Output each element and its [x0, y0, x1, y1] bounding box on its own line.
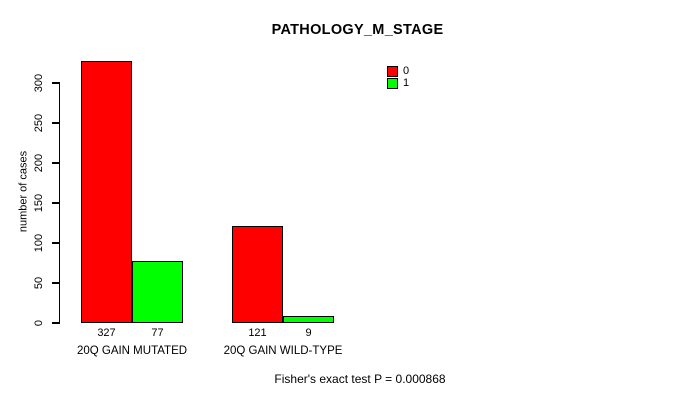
y-tick-mark: [52, 202, 60, 204]
y-tick-label: 250: [33, 113, 45, 133]
legend-item-1: 1: [387, 78, 409, 89]
bar-value-label: 77: [151, 327, 164, 339]
y-tick-label: 100: [33, 233, 45, 253]
category-label: 20Q GAIN MUTATED: [76, 345, 188, 357]
legend-item-0: 0: [387, 66, 409, 77]
chart-title: PATHOLOGY_M_STAGE: [271, 22, 444, 38]
legend-swatch-red: [387, 66, 398, 77]
legend-swatch-green: [387, 78, 398, 89]
bar-value-label: 121: [248, 327, 267, 339]
y-tick-mark: [52, 82, 60, 84]
bar-0-20q-gain-wild-type: [232, 226, 283, 323]
legend-label-0: 0: [403, 65, 410, 77]
y-axis-line: [59, 82, 61, 324]
y-tick-mark: [52, 282, 60, 284]
y-tick-label: 200: [33, 153, 45, 173]
y-tick-label: 50: [33, 276, 45, 290]
y-tick-mark: [52, 242, 60, 244]
legend: 0 1: [387, 66, 409, 90]
bar-1-20q-gain-mutated: [132, 261, 183, 323]
y-tick-label: 150: [33, 193, 45, 213]
bar-1-20q-gain-wild-type: [283, 315, 334, 323]
y-tick-mark: [52, 322, 60, 324]
fisher-test-note: Fisher's exact test P = 0.000868: [274, 372, 446, 386]
category-label: 20Q GAIN WILD-TYPE: [223, 345, 343, 357]
legend-label-1: 1: [403, 77, 410, 89]
y-tick-label: 300: [33, 73, 45, 93]
y-tick-label: 0: [33, 319, 45, 327]
y-tick-mark: [52, 162, 60, 164]
bar-value-label: 327: [97, 327, 116, 339]
bar-0-20q-gain-mutated: [81, 61, 132, 323]
y-axis-label: number of cases: [17, 150, 30, 233]
y-tick-mark: [52, 122, 60, 124]
bar-value-label: 9: [305, 327, 312, 339]
